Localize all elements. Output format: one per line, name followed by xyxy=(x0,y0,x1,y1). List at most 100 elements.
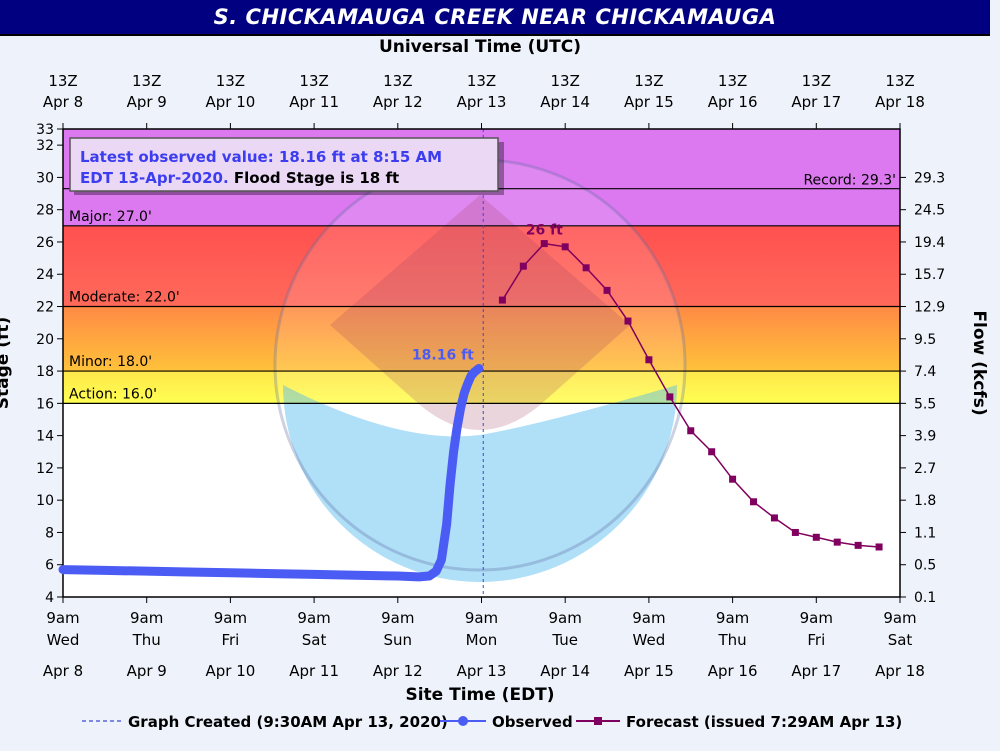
legend-observed-label: Observed xyxy=(492,713,573,731)
observed-point xyxy=(310,570,318,578)
x-tick-time: 9am xyxy=(130,609,163,627)
bottom-axis-title: Site Time (EDT) xyxy=(405,685,554,705)
x-tick-day: Sat xyxy=(302,631,327,649)
observed-point xyxy=(268,570,276,578)
x-tick-date: Apr 18 xyxy=(875,662,925,680)
observed-point xyxy=(143,567,151,575)
observed-point xyxy=(226,569,234,577)
x-tick-date: Apr 15 xyxy=(624,662,674,680)
forecast-point xyxy=(540,240,548,248)
observed-point xyxy=(394,572,402,580)
legend-forecast-label: Forecast (issued 7:29AM Apr 13) xyxy=(626,713,902,731)
flow-tick-label: 15.7 xyxy=(914,267,945,283)
x-tick-date: Apr 11 xyxy=(289,662,339,680)
x-tick-time: 9am xyxy=(214,609,247,627)
top-axis-title: Universal Time (UTC) xyxy=(379,37,581,57)
top-tick-date: Apr 15 xyxy=(624,93,674,111)
y-tick-label: 6 xyxy=(45,558,54,574)
top-tick-time: 13Z xyxy=(383,72,412,90)
observed-point xyxy=(457,404,465,412)
forecast-point xyxy=(687,427,695,435)
flow-tick-label: 19.4 xyxy=(914,235,945,251)
threshold-label-minor: Minor: 18.0' xyxy=(69,354,152,370)
info-box-line1: Latest observed value: 18.16 ft at 8:15 … xyxy=(80,148,442,166)
legend: Graph Created (9:30AM Apr 13, 2020) Obser… xyxy=(82,713,902,731)
y-tick-label: 28 xyxy=(36,203,54,219)
threshold-label-moderate: Moderate: 22.0' xyxy=(69,290,180,306)
forecast-point xyxy=(875,543,883,551)
legend-graph-created-label: Graph Created (9:30AM Apr 13, 2020) xyxy=(128,713,448,731)
top-tick-time: 13Z xyxy=(48,72,77,90)
top-tick-time: 13Z xyxy=(551,72,580,90)
x-tick-time: 9am xyxy=(800,609,833,627)
top-tick-date: Apr 8 xyxy=(43,93,83,111)
x-tick-date: Apr 8 xyxy=(43,662,83,680)
y-tick-label: 20 xyxy=(36,332,54,348)
observed-point xyxy=(432,567,440,575)
observed-point xyxy=(185,568,193,576)
top-tick-date: Apr 10 xyxy=(205,93,255,111)
forecast-point xyxy=(770,514,778,522)
flow-tick-label: 0.5 xyxy=(914,558,936,574)
top-tick-date: Apr 9 xyxy=(127,93,167,111)
flow-tick-label: 29.3 xyxy=(914,170,945,186)
flow-tick-label: 24.5 xyxy=(914,203,945,219)
x-tick-date: Apr 17 xyxy=(791,662,841,680)
y-tick-label: 16 xyxy=(36,396,54,412)
x-tick-time: 9am xyxy=(465,609,498,627)
flow-tick-label: 9.5 xyxy=(914,332,936,348)
y-tick-label: 33 xyxy=(36,122,54,138)
forecast-point xyxy=(582,264,590,272)
y-tick-label: 22 xyxy=(36,300,54,316)
top-tick-date: Apr 13 xyxy=(457,93,507,111)
flow-tick-label: 7.4 xyxy=(914,364,936,380)
flow-tick-label: 0.1 xyxy=(914,590,936,606)
flow-tick-label: 5.5 xyxy=(914,396,936,412)
observed-point xyxy=(425,572,433,580)
info-box-line2a: EDT 13-Apr-2020. xyxy=(80,169,234,187)
info-box-line2b: Flood Stage is 18 ft xyxy=(234,169,399,187)
forecast-point xyxy=(729,475,737,483)
forecast-point xyxy=(708,448,716,456)
observed-point xyxy=(437,556,445,564)
y-tick-label: 8 xyxy=(45,525,54,541)
major-band xyxy=(63,225,900,307)
emblem-water xyxy=(283,385,677,582)
top-tick-time: 13Z xyxy=(132,72,161,90)
x-tick-day: Thu xyxy=(718,631,747,649)
threshold-label-record: Record: 29.3' xyxy=(803,173,896,189)
top-tick-date: Apr 17 xyxy=(791,93,841,111)
forecast-point xyxy=(791,528,799,536)
forecast-point xyxy=(854,541,862,549)
info-box-background xyxy=(69,137,499,192)
flow-tick-label: 1.8 xyxy=(914,493,936,509)
forecast-point xyxy=(666,393,674,401)
x-tick-day: Sun xyxy=(384,631,413,649)
x-tick-day: Wed xyxy=(47,631,80,649)
x-tick-time: 9am xyxy=(632,609,665,627)
forecast-point xyxy=(750,498,758,506)
top-tick-date: Apr 14 xyxy=(540,93,590,111)
x-tick-time: 9am xyxy=(46,609,79,627)
y-tick-label: 12 xyxy=(36,461,54,477)
top-tick-time: 13Z xyxy=(802,72,831,90)
x-tick-time: 9am xyxy=(381,609,414,627)
top-tick-date: Apr 18 xyxy=(875,93,925,111)
threshold-label-action: Action: 16.0' xyxy=(69,386,157,402)
x-tick-date: Apr 16 xyxy=(708,662,758,680)
observed-point xyxy=(475,364,483,372)
top-tick-time: 13Z xyxy=(718,72,747,90)
y-tick-label: 24 xyxy=(36,267,54,283)
x-tick-time: 9am xyxy=(297,609,330,627)
flow-tick-label: 3.9 xyxy=(914,429,936,445)
observed-point xyxy=(460,390,468,398)
flood-category-bands xyxy=(63,129,900,597)
x-tick-time: 9am xyxy=(549,609,582,627)
x-tick-day: Tue xyxy=(551,631,578,649)
right-axis-title: Flow (kcfs) xyxy=(969,310,989,415)
minor-band xyxy=(63,371,900,404)
observed-point xyxy=(415,573,423,581)
x-tick-date: Apr 9 xyxy=(127,662,167,680)
